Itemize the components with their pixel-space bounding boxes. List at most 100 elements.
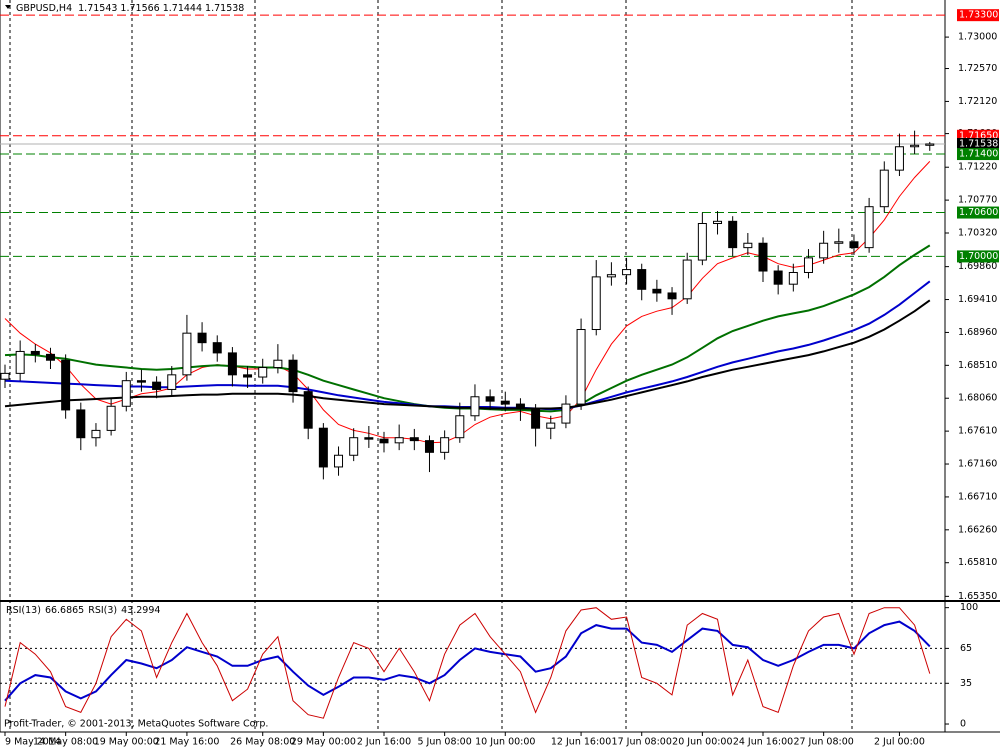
candle-body bbox=[288, 359, 298, 393]
candle-body bbox=[606, 274, 616, 278]
candle-body bbox=[500, 400, 510, 405]
y-tick-label: 1.72120 bbox=[958, 96, 997, 107]
candle-body bbox=[334, 454, 344, 468]
candle-body bbox=[819, 242, 829, 259]
x-tick-label: 5 Jun 08:00 bbox=[417, 737, 471, 748]
x-tick-label: 2 Jul 00:00 bbox=[874, 737, 925, 748]
x-tick-label: 21 May 16:00 bbox=[154, 737, 219, 748]
candle-body bbox=[15, 350, 25, 374]
candle-body bbox=[788, 271, 798, 285]
level-label: 1.70000 bbox=[959, 251, 998, 262]
candle-body bbox=[76, 409, 86, 439]
y-tick-label: 1.67160 bbox=[958, 459, 997, 470]
candle-body bbox=[182, 332, 192, 376]
candle-body bbox=[121, 380, 131, 407]
candle-body bbox=[470, 396, 480, 417]
candle-body bbox=[258, 367, 268, 378]
candle-body bbox=[91, 429, 101, 439]
x-tick-label: 20 Jun 00:00 bbox=[672, 737, 732, 748]
candle-body bbox=[485, 396, 495, 402]
candle-body bbox=[45, 353, 55, 361]
candle-body bbox=[152, 381, 162, 390]
y-tick-label: 1.69410 bbox=[958, 294, 997, 305]
y-tick-label: 1.69860 bbox=[958, 261, 997, 272]
x-tick-label: 19 May 00:00 bbox=[94, 737, 159, 748]
y-tick-label: 65 bbox=[960, 643, 972, 654]
candle-body bbox=[394, 437, 404, 444]
candle-body bbox=[318, 427, 328, 468]
y-tick-label: 1.67610 bbox=[958, 426, 997, 437]
level-label: 1.71650 bbox=[959, 130, 998, 141]
candle-body bbox=[849, 241, 859, 249]
candle-body bbox=[576, 329, 586, 405]
candle-body bbox=[637, 269, 647, 290]
indicator-line bbox=[4, 607, 931, 719]
y-tick-label: 1.66260 bbox=[958, 524, 997, 535]
level-label-box bbox=[957, 137, 999, 150]
candle-body bbox=[243, 374, 253, 378]
candle-body bbox=[667, 292, 677, 300]
candle-body bbox=[697, 223, 707, 261]
chart-header: GBPUSD,H4 1.71543 1.71566 1.71444 1.71538 bbox=[16, 3, 244, 14]
candle-body bbox=[167, 374, 177, 390]
candle-body bbox=[515, 403, 525, 409]
x-tick-label: 14 May 08:00 bbox=[33, 737, 98, 748]
candle-body bbox=[379, 438, 389, 444]
y-tick-label: 1.65350 bbox=[958, 591, 997, 602]
vertical-grid bbox=[9, 0, 853, 732]
x-tick-label: 17 Jun 08:00 bbox=[612, 737, 672, 748]
x-tick-label: 2 Jun 16:00 bbox=[357, 737, 411, 748]
y-tick-label: 0 bbox=[960, 719, 966, 730]
x-tick-label: 26 May 08:00 bbox=[230, 737, 295, 748]
candle-body bbox=[349, 437, 359, 456]
candle-body bbox=[652, 288, 662, 294]
x-tick-label: 9 May 2014 bbox=[5, 737, 61, 748]
x-tick-label: 24 Jun 16:00 bbox=[733, 737, 793, 748]
y-tick-label: 1.73000 bbox=[958, 32, 997, 43]
rsi-name: RSI(3) bbox=[88, 605, 117, 616]
menu-arrow[interactable] bbox=[5, 5, 11, 9]
candle-body bbox=[61, 359, 71, 411]
candle-body bbox=[743, 242, 753, 249]
level-label-box bbox=[957, 9, 999, 22]
y-tick-label: 1.68060 bbox=[958, 393, 997, 404]
rsi-value: 66.6865 bbox=[45, 605, 84, 616]
candle-body bbox=[591, 276, 601, 331]
x-tick-label: 12 Jun 16:00 bbox=[551, 737, 611, 748]
candle-body bbox=[273, 359, 283, 369]
y-tick-label: 1.70320 bbox=[958, 228, 997, 239]
candle-body bbox=[546, 422, 556, 429]
candle-body bbox=[728, 220, 738, 249]
level-label: 1.71400 bbox=[959, 149, 998, 160]
rsi-value: 43.2994 bbox=[121, 605, 160, 616]
candle-body bbox=[409, 437, 419, 442]
level-label: 1.70600 bbox=[959, 207, 998, 218]
candle-body bbox=[561, 403, 571, 424]
y-tick-label: 1.68510 bbox=[958, 360, 997, 371]
y-tick-label: 1.71220 bbox=[958, 162, 997, 173]
level-label-box bbox=[957, 250, 999, 263]
y-tick-label: 1.68960 bbox=[958, 327, 997, 338]
candle-body bbox=[879, 169, 889, 208]
candle-body bbox=[622, 269, 632, 276]
level-label: 1.73300 bbox=[959, 10, 998, 21]
indicator-line bbox=[4, 299, 931, 410]
candle-body bbox=[364, 437, 374, 440]
y-tick-label: 1.72570 bbox=[958, 63, 997, 74]
candle-body bbox=[682, 259, 692, 300]
candle-body bbox=[713, 220, 723, 225]
candle-body bbox=[0, 372, 10, 380]
candle-body bbox=[894, 146, 904, 171]
candle-body bbox=[440, 437, 450, 453]
candle-body bbox=[758, 242, 768, 272]
candle-body bbox=[834, 241, 844, 244]
y-tick-label: 1.65810 bbox=[958, 557, 997, 568]
rsi-name: RSI(13) bbox=[6, 605, 41, 616]
candle-body bbox=[106, 405, 116, 431]
y-tick-label: 1.70770 bbox=[958, 195, 997, 206]
symbol: GBPUSD,H4 bbox=[16, 3, 72, 14]
candle-body bbox=[803, 257, 813, 273]
candle-body bbox=[197, 332, 207, 344]
copyright: Profit-Trader, © 2001-2013, MetaQuotes S… bbox=[4, 719, 268, 730]
